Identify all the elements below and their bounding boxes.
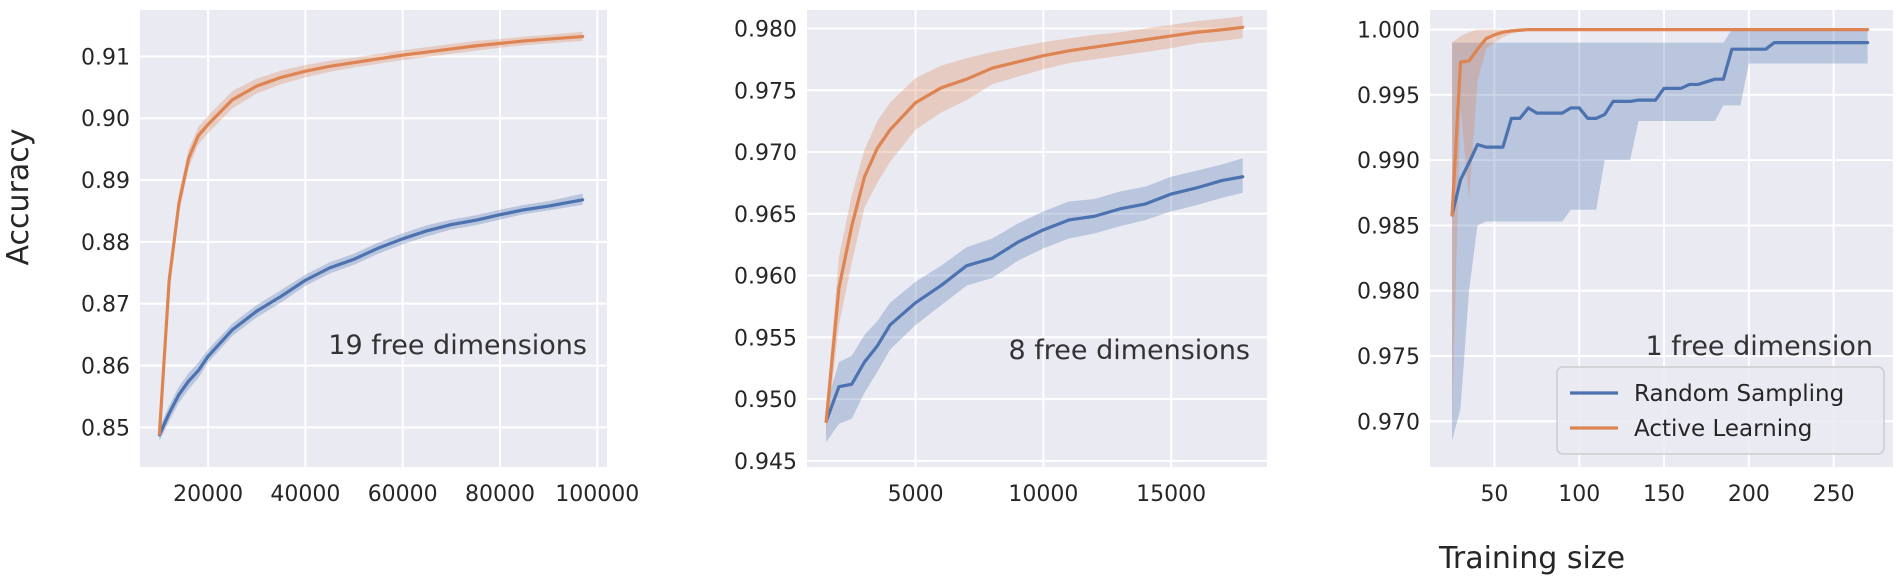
x-tick-label: 50 [1480, 482, 1508, 507]
confidence-band-random-sampling [159, 193, 583, 442]
y-tick-label: 0.965 [734, 203, 797, 228]
x-tick-label: 200 [1728, 482, 1770, 507]
y-tick-label: 0.985 [1357, 214, 1420, 239]
y-tick-label: 0.975 [1357, 345, 1420, 370]
x-tick-label: 20000 [173, 482, 243, 507]
y-tick-label: 0.89 [81, 169, 130, 194]
x-tick-label: 100000 [555, 482, 639, 507]
plot-background [807, 10, 1267, 467]
legend-label-active-learning: Active Learning [1634, 416, 1812, 442]
y-tick-label: 0.975 [734, 79, 797, 104]
series-line-active-learning [157, 34, 585, 436]
x-tick-label: 5000 [888, 482, 944, 507]
y-tick-label: 1.000 [1357, 19, 1420, 44]
x-axis-title: Training size [1438, 541, 1625, 576]
y-tick-label: 0.995 [1357, 84, 1420, 109]
series-line-random-sampling [157, 198, 585, 437]
chart-panel-2: 5000 10000 15000 0.945 0.950 0.955 0.960 0.965 0… [734, 10, 1267, 507]
y-tick-label: 0.87 [81, 293, 130, 318]
x-tick-label: 80000 [465, 482, 535, 507]
y-tick-label: 0.88 [81, 231, 130, 256]
y-tick-label: 0.960 [734, 265, 797, 290]
panel-annotation: 8 free dimensions [1008, 335, 1250, 366]
panel-annotation: 1 free dimension [1646, 331, 1873, 362]
legend: Random Sampling Active Learning [1556, 366, 1885, 455]
y-tick-label: 0.91 [81, 45, 130, 70]
chart-panel-1: 20000 40000 60000 80000 100000 0.85 0.86 0.87 0.… [81, 10, 639, 507]
x-tick-label: 60000 [368, 482, 438, 507]
panel-annotation: 19 free dimensions [328, 330, 587, 361]
y-tick-label: 0.86 [81, 355, 130, 380]
y-tick-label: 0.945 [734, 450, 797, 475]
y-tick-label: 0.950 [734, 388, 797, 413]
x-tick-label: 40000 [270, 482, 340, 507]
x-tick-label: 150 [1643, 482, 1685, 507]
y-tick-label: 0.970 [1357, 410, 1420, 435]
plot-background [140, 10, 607, 467]
legend-label-random-sampling: Random Sampling [1634, 381, 1844, 407]
y-tick-label: 0.990 [1357, 149, 1420, 174]
series-line-random-sampling [1450, 41, 1870, 217]
y-tick-label: 0.970 [734, 141, 797, 166]
y-axis-title: Accuracy [1, 129, 36, 266]
series-line-active-learning [1450, 27, 1870, 217]
x-tick-label: 250 [1813, 482, 1855, 507]
x-tick-label: 100 [1558, 482, 1600, 507]
x-tick-label: 10000 [1008, 482, 1078, 507]
x-tick-label: 15000 [1136, 482, 1206, 507]
legend-frame [1556, 366, 1885, 455]
series-line-random-sampling [824, 175, 1245, 423]
series-line-active-learning [824, 25, 1245, 423]
y-tick-label: 0.980 [734, 18, 797, 43]
y-tick-label: 0.85 [81, 416, 130, 441]
y-tick-label: 0.955 [734, 326, 797, 351]
y-tick-label: 0.980 [1357, 280, 1420, 305]
y-tick-label: 0.90 [81, 107, 130, 132]
confidence-band-random-sampling [1452, 29, 1868, 441]
